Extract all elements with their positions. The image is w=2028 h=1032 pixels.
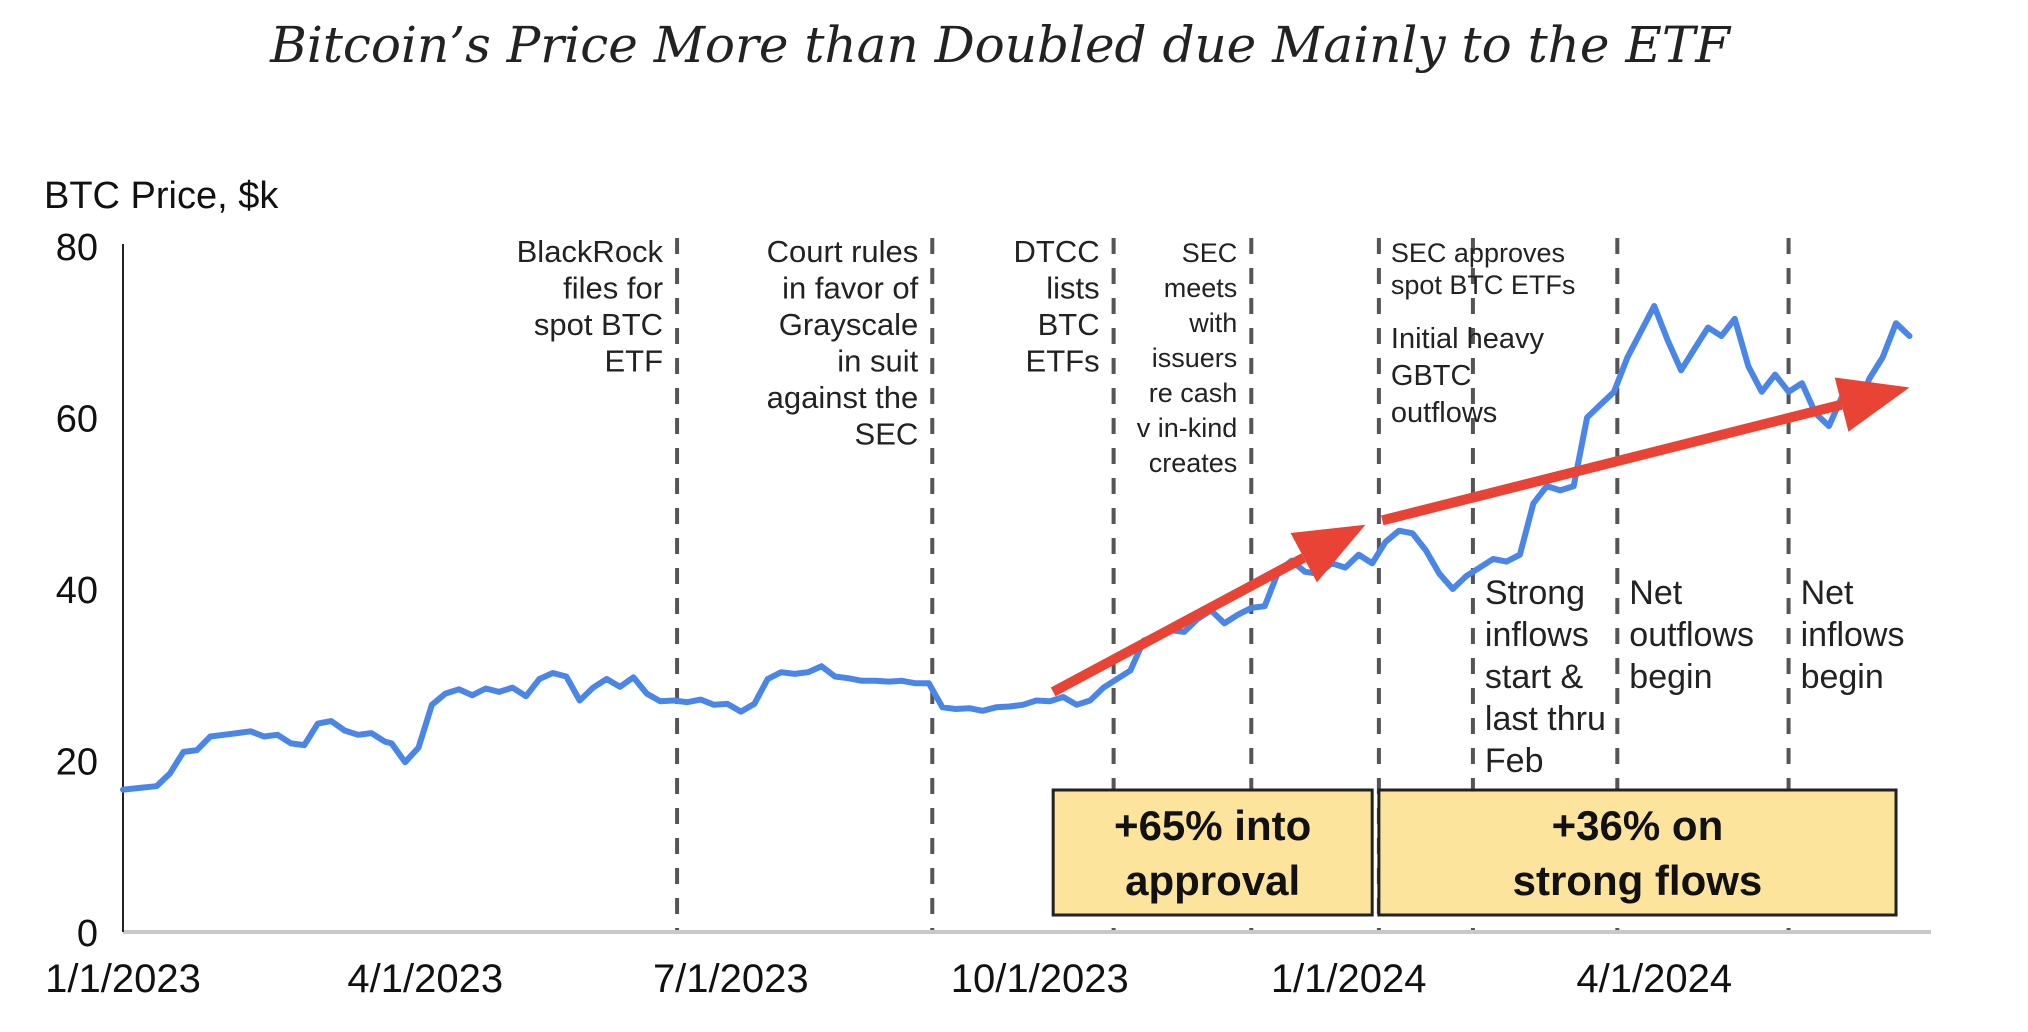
event-label: with: [1188, 308, 1237, 338]
event-label: v in-kind: [1137, 413, 1238, 443]
price-line: [120, 303, 1913, 793]
y-axis-label: BTC Price, $k: [44, 175, 279, 217]
trend-arrow-head: [1290, 524, 1366, 583]
event-label: start &: [1485, 658, 1584, 696]
event-label: re cash: [1149, 378, 1238, 408]
y-tick-label: 20: [56, 742, 98, 784]
x-tick-label: 1/1/2024: [1271, 957, 1427, 1001]
x-tick-label: 1/1/2023: [45, 957, 201, 1001]
event-label: begin: [1629, 658, 1712, 696]
event-label: meets: [1164, 273, 1238, 303]
event-label: inflows: [1485, 616, 1589, 654]
event-label: ETFs: [1026, 344, 1100, 379]
y-tick-label: 80: [56, 227, 98, 269]
event-label: in favor of: [782, 271, 919, 306]
event-label: inflows: [1801, 616, 1905, 654]
gbtc-outflow-label: GBTC: [1391, 360, 1472, 392]
event-label: issuers: [1152, 343, 1238, 373]
event-label: Net: [1629, 574, 1682, 612]
gbtc-outflow-label: Initial heavy: [1391, 323, 1545, 355]
summary-box-label: +36% on: [1552, 802, 1724, 849]
y-tick-labels: 0 20 40 60 80: [56, 227, 98, 955]
summary-box: [1377, 788, 1898, 917]
event-label: SEC approves: [1391, 238, 1565, 268]
event-label: SEC: [1182, 238, 1238, 268]
gbtc-outflow-label: outflows: [1391, 397, 1497, 429]
event-label: DTCC: [1014, 234, 1100, 269]
trend-arrow-shaft: [1381, 399, 1843, 526]
x-tick-label: 10/1/2023: [951, 957, 1129, 1001]
event-label: BlackRock: [517, 234, 664, 269]
event-label: Strong: [1485, 574, 1585, 612]
trend-arrow-shaft: [1050, 553, 1307, 697]
y-tick-label: 0: [77, 913, 98, 955]
trend-arrow-head: [1834, 377, 1910, 432]
summary-boxes: +65% into approval +36% on strong flows: [1051, 788, 1898, 917]
event-label: against the: [767, 380, 919, 415]
event-label: Feb: [1485, 742, 1544, 780]
chart-title: Bitcoin’s Price More than Doubled due Ma…: [269, 16, 1732, 74]
x-tick-label: 4/1/2023: [347, 957, 503, 1001]
summary-box-label: +65% into: [1114, 802, 1311, 849]
summary-box: [1051, 788, 1374, 917]
event-label: spot BTC: [534, 307, 663, 342]
x-tick-label: 7/1/2023: [653, 957, 809, 1001]
event-label: BTC: [1038, 307, 1100, 342]
summary-box-label: approval: [1125, 857, 1300, 904]
x-tick-labels: 1/1/2023 4/1/2023 7/1/2023 10/1/2023 1/1/202…: [45, 957, 1732, 1001]
x-tick-label: 4/1/2024: [1576, 957, 1732, 1001]
event-label: Net: [1801, 574, 1854, 612]
event-label: begin: [1801, 658, 1884, 696]
summary-box-label: strong flows: [1513, 857, 1763, 904]
event-label: files for: [563, 271, 663, 306]
trend-arrows: [1050, 377, 1910, 697]
event-label: Grayscale: [779, 307, 919, 342]
y-tick-label: 40: [56, 570, 98, 612]
event-label: spot BTC ETFs: [1391, 270, 1576, 300]
event-label: lists: [1046, 271, 1099, 306]
event-label: outflows: [1629, 616, 1754, 654]
event-label: Court rules: [767, 234, 919, 269]
event-label: ETF: [605, 344, 664, 379]
event-label: SEC: [855, 417, 919, 452]
event-label: creates: [1149, 448, 1238, 478]
event-label: last thru: [1485, 700, 1606, 738]
y-tick-label: 60: [56, 399, 98, 441]
event-label: in suit: [837, 344, 918, 379]
